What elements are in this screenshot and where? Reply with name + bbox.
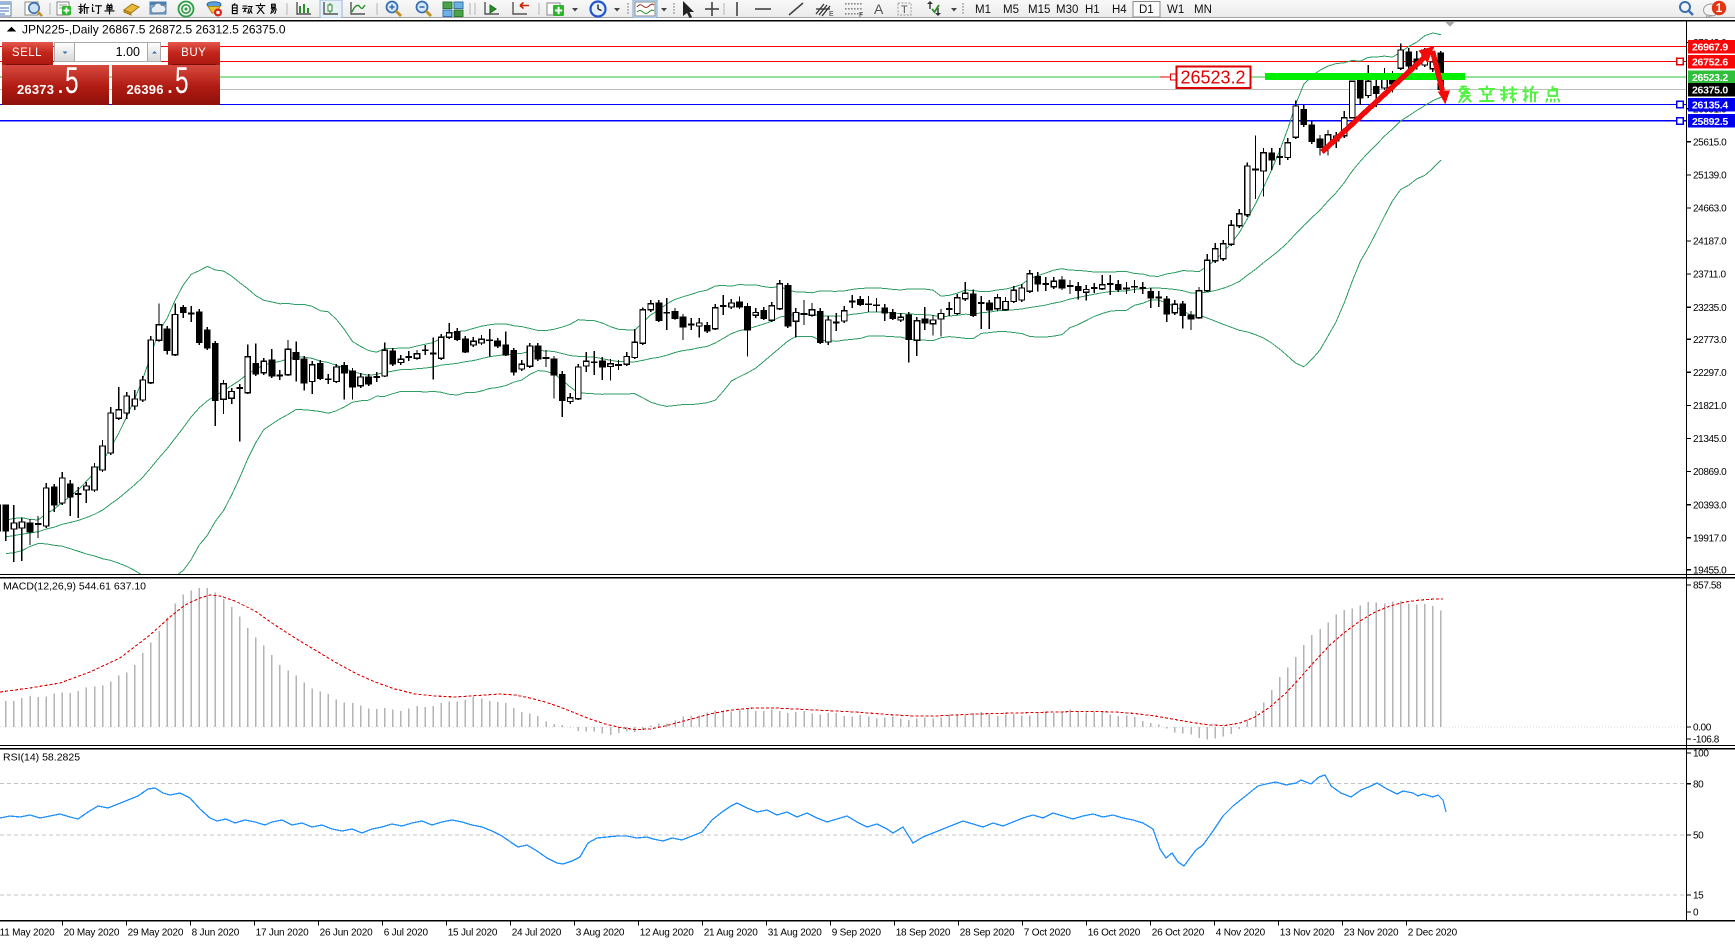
svg-text:19455.0: 19455.0 [1693,565,1727,576]
svg-text:21345.0: 21345.0 [1693,434,1727,445]
svg-text:W1: W1 [1167,4,1184,16]
svg-text:7 Oct 2020: 7 Oct 2020 [1024,928,1072,939]
svg-text:25615.0: 25615.0 [1693,137,1727,148]
svg-text:22297.0: 22297.0 [1693,368,1727,379]
svg-text:2 Dec 2020: 2 Dec 2020 [1408,928,1458,939]
svg-text:18 Sep 2020: 18 Sep 2020 [896,928,951,939]
svg-text:23711.0: 23711.0 [1693,270,1726,281]
svg-text:20 May 2020: 20 May 2020 [64,928,120,939]
svg-text:MACD(12,26,9) 544.61 637.10: MACD(12,26,9) 544.61 637.10 [3,581,146,593]
svg-text:F: F [859,12,863,18]
svg-text:9 Sep 2020: 9 Sep 2020 [832,928,882,939]
svg-text:857.58: 857.58 [1693,581,1722,592]
svg-text:23 Nov 2020: 23 Nov 2020 [1344,928,1399,939]
svg-text:JPN225-,Daily 26867.5 26872.5: JPN225-,Daily 26867.5 26872.5 26312.5 26… [22,23,286,37]
svg-text:26523.2: 26523.2 [1180,68,1245,88]
svg-text:M1: M1 [975,4,991,16]
svg-text:MN: MN [1194,4,1212,16]
svg-text:20393.0: 20393.0 [1693,500,1727,511]
svg-text:31 Aug 2020: 31 Aug 2020 [768,928,823,939]
svg-text:1: 1 [1716,3,1723,15]
svg-text:24 Jul 2020: 24 Jul 2020 [512,928,562,939]
svg-text:12 Aug 2020: 12 Aug 2020 [640,928,695,939]
svg-text:RSI(14) 58.2825: RSI(14) 58.2825 [3,752,80,764]
svg-text:100: 100 [1693,749,1709,760]
svg-text:17 Jun 2020: 17 Jun 2020 [256,928,309,939]
svg-text:21 Aug 2020: 21 Aug 2020 [704,928,759,939]
svg-text:E: E [829,11,834,18]
svg-text:26523.2: 26523.2 [1692,72,1728,84]
svg-text:M30: M30 [1056,4,1078,16]
svg-text:20869.0: 20869.0 [1693,467,1727,478]
svg-text:T: T [901,4,908,16]
svg-text:D1: D1 [1139,4,1154,16]
svg-text:4 Nov 2020: 4 Nov 2020 [1216,928,1266,939]
svg-text:26135.4: 26135.4 [1692,100,1728,112]
svg-text:16 Oct 2020: 16 Oct 2020 [1088,928,1141,939]
svg-text:0: 0 [1693,908,1699,919]
svg-text:13 Nov 2020: 13 Nov 2020 [1280,928,1335,939]
svg-text:6 Jul 2020: 6 Jul 2020 [384,928,429,939]
svg-text:8 Jun 2020: 8 Jun 2020 [192,928,240,939]
svg-text:-106.8: -106.8 [1693,735,1720,746]
svg-text:26967.9: 26967.9 [1692,42,1728,54]
svg-text:0.00: 0.00 [1693,723,1712,734]
svg-text:M5: M5 [1003,4,1019,16]
svg-text:24187.0: 24187.0 [1693,237,1727,248]
svg-text:26752.6: 26752.6 [1692,57,1728,69]
svg-text:26375.0: 26375.0 [1692,85,1728,97]
svg-text:11 May 2020: 11 May 2020 [0,928,55,939]
svg-text:A: A [874,1,884,17]
svg-text:3 Aug 2020: 3 Aug 2020 [576,928,625,939]
svg-text:M15: M15 [1028,4,1050,16]
svg-text:H4: H4 [1112,4,1127,16]
svg-text:26 Oct 2020: 26 Oct 2020 [1152,928,1205,939]
svg-text:26 Jun 2020: 26 Jun 2020 [320,928,373,939]
svg-text:21821.0: 21821.0 [1693,401,1727,412]
svg-text:80: 80 [1693,779,1704,790]
svg-text:15: 15 [1693,891,1704,902]
svg-text:28 Sep 2020: 28 Sep 2020 [960,928,1015,939]
svg-text:25892.5: 25892.5 [1692,116,1728,128]
svg-text:23235.0: 23235.0 [1693,303,1727,314]
svg-text:H1: H1 [1085,4,1100,16]
svg-text:22773.0: 22773.0 [1693,335,1727,346]
svg-text:25139.0: 25139.0 [1693,171,1727,182]
svg-text:29 May 2020: 29 May 2020 [128,928,184,939]
svg-text:15 Jul 2020: 15 Jul 2020 [448,928,498,939]
svg-text:19917.0: 19917.0 [1693,533,1727,544]
svg-text:24663.0: 24663.0 [1693,204,1727,215]
svg-text:50: 50 [1693,831,1704,842]
